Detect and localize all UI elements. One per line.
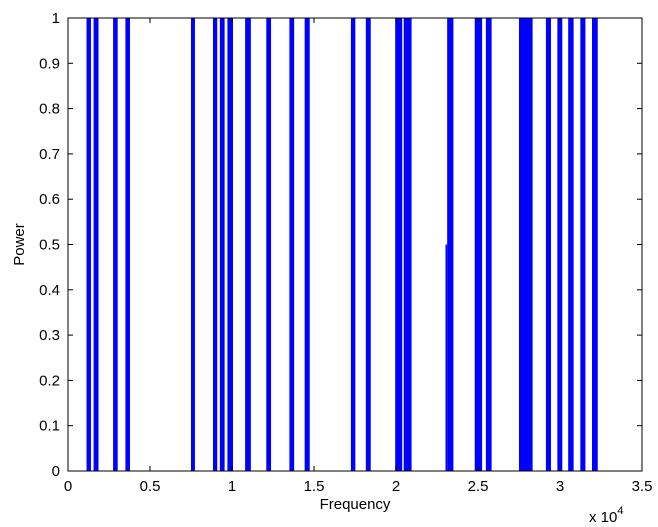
bar-25 — [591, 18, 598, 471]
bar-22 — [557, 18, 563, 471]
bar-14 — [395, 18, 403, 471]
y-tick-label-3: 0.3 — [39, 327, 60, 344]
bar-9 — [266, 18, 272, 471]
y-tick-label-6: 0.6 — [39, 191, 60, 208]
bar-10 — [289, 18, 295, 471]
bar-15 — [403, 18, 412, 471]
y-tick-label-2: 0.2 — [39, 372, 60, 389]
x-tick-label-5: 2.5 — [468, 478, 489, 495]
bar-16 — [445, 244, 448, 471]
bar-18 — [474, 18, 483, 471]
bar-3 — [125, 18, 130, 471]
bar-5 — [212, 18, 218, 471]
bars-group — [86, 18, 598, 471]
x-tick-label-4: 2 — [392, 478, 400, 495]
y-tick-label-9: 0.9 — [39, 55, 60, 72]
x-axis-multiplier-base: x 10 — [589, 509, 617, 526]
ticks-group: 0 0.5 1 1.5 2 2.5 3 3.5 0 0.1 0.2 0.3 0.4 0.5 0.6 0.7 0.… — [39, 10, 652, 495]
bar-0 — [86, 18, 91, 471]
x-tick-label-3: 1.5 — [304, 478, 325, 495]
y-tick-label-4: 0.4 — [39, 282, 60, 299]
y-tick-label-7: 0.7 — [39, 146, 60, 163]
y-tick-label-0: 0 — [52, 463, 60, 480]
x-tick-label-6: 3 — [556, 478, 564, 495]
bar-6 — [219, 18, 225, 471]
bar-8 — [245, 18, 251, 471]
y-tick-label-8: 0.8 — [39, 101, 60, 118]
bar-21 — [545, 18, 551, 471]
y-tick-label-10: 1 — [52, 10, 60, 27]
bar-11 — [304, 18, 310, 471]
bar-13 — [365, 18, 371, 471]
bar-24 — [580, 18, 586, 471]
y-tick-label-1: 0.1 — [39, 418, 60, 435]
bar-17 — [447, 18, 454, 471]
x-tick-label-0: 0 — [64, 478, 72, 495]
bar-23 — [568, 18, 574, 471]
y-axis-label: Power — [11, 223, 28, 266]
bar-2 — [113, 18, 118, 471]
x-tick-label-1: 0.5 — [140, 478, 161, 495]
x-axis-multiplier: x 104 — [589, 505, 623, 526]
bar-4 — [191, 18, 195, 471]
x-axis-label: Frequency — [320, 496, 391, 513]
bar-7 — [227, 18, 233, 471]
bar-1 — [93, 18, 99, 471]
bar-20 — [519, 18, 533, 471]
x-axis-multiplier-exponent: 4 — [617, 505, 623, 517]
y-tick-label-5: 0.5 — [39, 237, 60, 254]
x-tick-label-2: 1 — [228, 478, 236, 495]
x-tick-label-7: 3.5 — [632, 478, 653, 495]
bar-19 — [485, 18, 492, 471]
bar-12 — [350, 18, 356, 471]
